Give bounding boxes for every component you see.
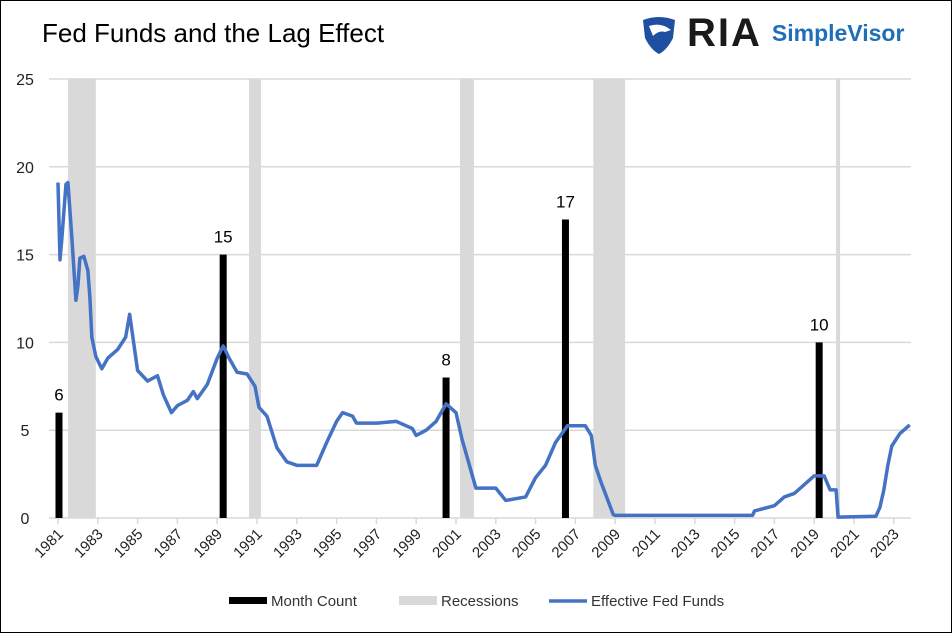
bar-data-label: 15 — [214, 228, 233, 247]
recession-band — [249, 79, 261, 518]
x-tick-label: 2001 — [429, 526, 465, 562]
bar-data-label: 6 — [54, 386, 63, 405]
logo-ria: RIA — [687, 11, 762, 55]
legend-swatch-month-count — [229, 597, 267, 604]
x-tick-label: 2023 — [867, 526, 903, 562]
x-tick-label: 2007 — [549, 526, 585, 562]
x-tick-label: 1983 — [71, 526, 107, 562]
y-tick-label: 15 — [16, 248, 34, 265]
x-tick-label: 1985 — [111, 526, 147, 562]
legend-swatch-recessions — [399, 596, 437, 605]
x-tick-label: 1995 — [310, 526, 346, 562]
x-tick-label: 2009 — [588, 526, 624, 562]
bar-data-label: 10 — [810, 315, 829, 334]
recession-band — [593, 79, 626, 518]
logo-simplevisor: SimpleVisor — [771, 20, 905, 46]
fed-funds-line — [56, 180, 911, 519]
x-tick-label: 1997 — [350, 526, 386, 562]
y-tick-label: 0 — [21, 511, 30, 528]
logo: RIA SimpleVisor — [639, 11, 904, 56]
bar-data-label: 17 — [556, 192, 575, 211]
x-tick-label: 1993 — [270, 526, 306, 562]
month-count-bar — [442, 377, 450, 518]
x-tick-label: 1999 — [389, 526, 425, 562]
month-count-bar — [561, 219, 569, 519]
x-tick-label: 2015 — [708, 526, 744, 562]
y-tick-label: 10 — [16, 335, 34, 352]
legend-label: Recessions — [441, 593, 519, 610]
month-count-bar — [55, 412, 63, 518]
eagle-shield-icon — [643, 16, 675, 54]
recession-band — [459, 79, 474, 518]
legend-label: Effective Fed Funds — [591, 593, 724, 610]
legend-label: Month Count — [271, 593, 358, 610]
x-tick-label: 2013 — [668, 526, 704, 562]
x-tick-label: 1991 — [230, 526, 266, 562]
y-tick-label: 25 — [16, 72, 34, 89]
month-count-bar — [815, 342, 823, 518]
bar-data-label: 8 — [441, 351, 450, 370]
recession-band — [836, 79, 841, 518]
x-tick-label: 2005 — [509, 526, 545, 562]
x-tick-label: 2021 — [827, 526, 863, 562]
x-tick-label: 2017 — [748, 526, 784, 562]
x-tick-label: 2019 — [787, 526, 823, 562]
x-tick-label: 2011 — [629, 526, 664, 561]
y-tick-label: 5 — [21, 423, 30, 440]
x-tick-label: 1981 — [31, 526, 67, 562]
x-tick-label: 2003 — [469, 526, 505, 562]
x-tick-label: 1989 — [190, 526, 226, 562]
chart-title: Fed Funds and the Lag Effect — [42, 18, 385, 48]
month-count-bar — [219, 254, 227, 518]
y-tick-label: 20 — [16, 160, 34, 177]
x-tick-label: 1987 — [151, 526, 187, 562]
